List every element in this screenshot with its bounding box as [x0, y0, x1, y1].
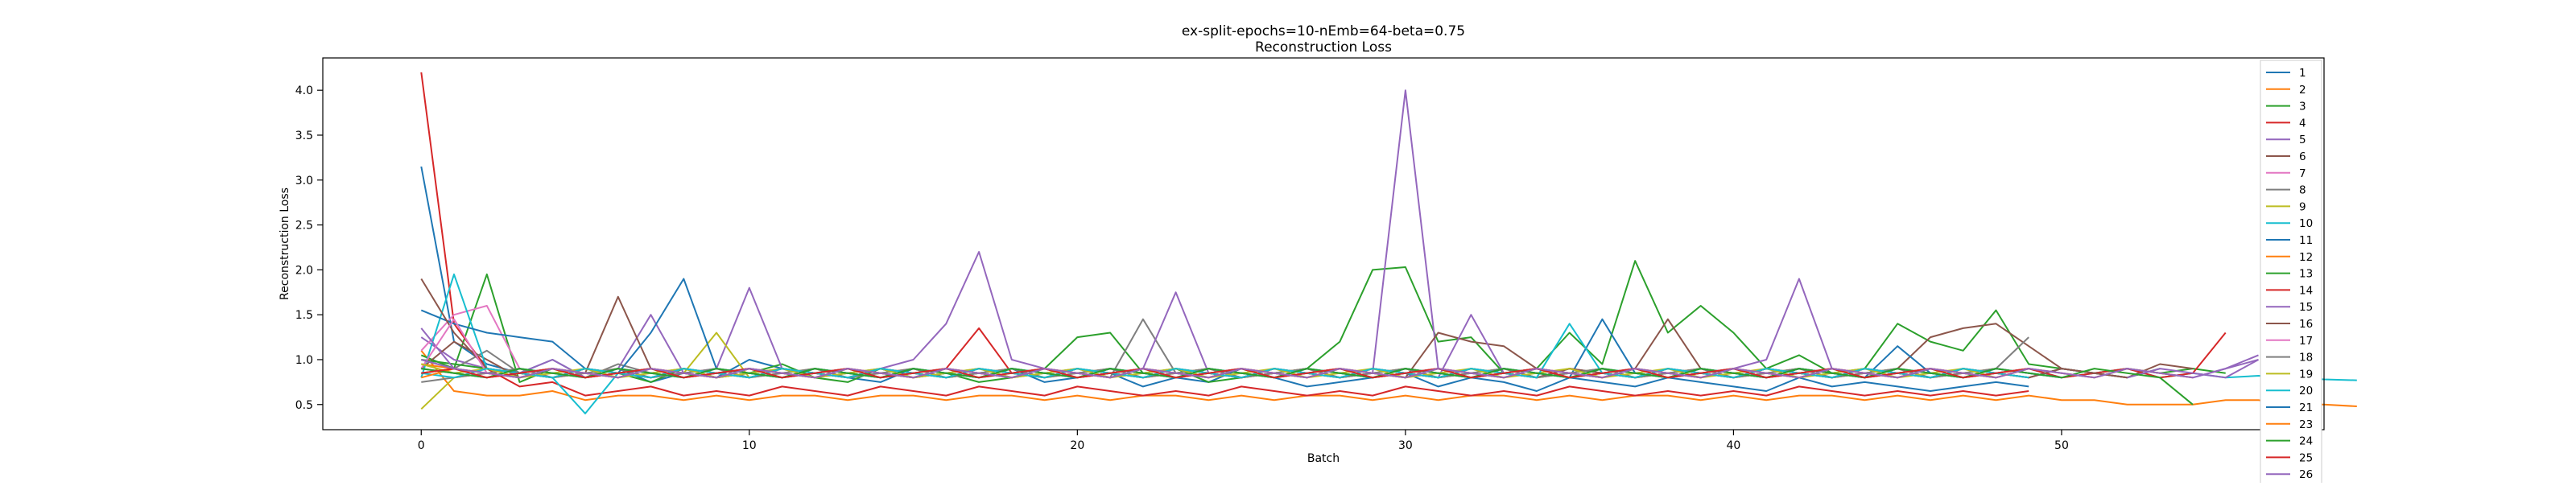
legend-label-14: 14: [2299, 284, 2313, 297]
series-lines: [420, 72, 2357, 414]
x-tick-label: 10: [742, 439, 757, 452]
series-line-20: [421, 323, 2029, 379]
y-tick-label: 4.0: [295, 84, 313, 97]
plot-area-frame: [322, 57, 2325, 430]
series-line-26: [421, 354, 2259, 379]
x-tick-label: 0: [418, 439, 425, 452]
legend-label-25: 25: [2299, 451, 2313, 464]
legend-label-7: 7: [2299, 167, 2306, 180]
legend-label-15: 15: [2299, 301, 2313, 314]
series-line-10: [420, 273, 2357, 414]
y-axis-label: Reconstruction Loss: [279, 187, 291, 300]
legend-label-17: 17: [2299, 335, 2313, 348]
y-tick-label: 2.0: [295, 264, 313, 277]
legend-label-9: 9: [2299, 200, 2306, 213]
legend-label-16: 16: [2299, 318, 2313, 331]
series-line-7: [420, 305, 1996, 379]
series-line-2: [420, 350, 2357, 407]
x-tick-label: 20: [1070, 439, 1084, 452]
x-tick-label: 30: [1398, 439, 1413, 452]
legend-label-1: 1: [2299, 67, 2306, 80]
legend-label-6: 6: [2299, 150, 2306, 163]
legend-label-23: 23: [2299, 418, 2313, 431]
legend-label-10: 10: [2299, 217, 2313, 230]
y-tick-label: 3.0: [295, 175, 313, 187]
legend-label-8: 8: [2299, 184, 2306, 197]
chart-subtitle: Reconstruction Loss: [1255, 39, 1392, 56]
legend-label-13: 13: [2299, 268, 2313, 281]
series-line-11: [420, 278, 2062, 379]
legend-label-12: 12: [2299, 251, 2313, 264]
axis-ticks: 0 10 20 30 40 50 0.5 1.0 1.5 2.0 2.5 3.0 3.5 4.0: [295, 84, 2069, 452]
series-line-25: [421, 368, 2029, 379]
y-tick-label: 0.5: [295, 399, 313, 412]
y-tick-label: 1.5: [295, 309, 313, 322]
x-tick-label: 40: [1727, 439, 1741, 452]
legend-label-18: 18: [2299, 352, 2313, 364]
legend-label-2: 2: [2299, 84, 2306, 97]
series-line-15: [420, 291, 2259, 379]
y-tick-label: 1.0: [295, 354, 313, 367]
y-tick-label: 2.5: [295, 220, 313, 233]
legend-label-26: 26: [2299, 468, 2313, 481]
legend-label-19: 19: [2299, 368, 2313, 381]
legend-label-24: 24: [2299, 435, 2313, 448]
legend-label-3: 3: [2299, 101, 2306, 113]
y-tick-label: 3.5: [295, 130, 313, 142]
legend-label-4: 4: [2299, 117, 2306, 130]
x-axis-label: Batch: [1307, 452, 1340, 465]
legend: 1234567891011121314151617181920212324252…: [2260, 60, 2322, 486]
series-line-24: [421, 368, 2194, 406]
x-tick-label: 50: [2054, 439, 2069, 452]
legend-label-5: 5: [2299, 134, 2306, 146]
legend-label-21: 21: [2299, 402, 2313, 414]
chart-title: ex-split-epochs=10-nEmb=64-beta=0.75: [1182, 23, 1465, 39]
series-line-4: [420, 72, 2029, 397]
series-line-5: [420, 89, 2259, 379]
series-line-6: [420, 295, 2194, 379]
series-line-1: [420, 166, 2029, 392]
legend-label-20: 20: [2299, 385, 2313, 397]
legend-label-11: 11: [2299, 234, 2313, 247]
